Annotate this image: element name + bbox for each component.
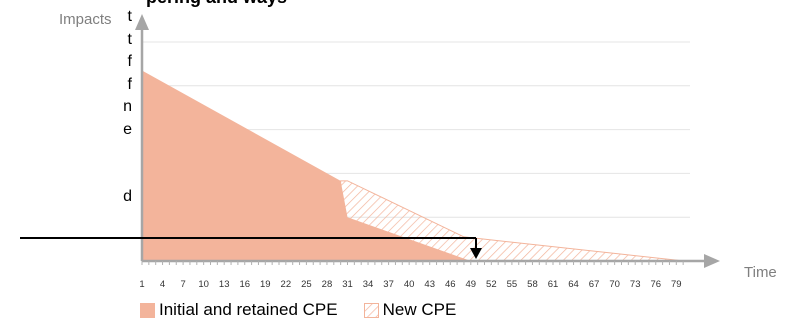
x-tick-label: 43	[424, 279, 435, 290]
x-tick-label: 49	[466, 279, 477, 290]
left-text-fragment: t	[127, 8, 132, 25]
legend-label: Initial and retained CPE	[159, 300, 338, 319]
chart-axes	[135, 14, 720, 268]
x-tick-label: 73	[630, 279, 641, 290]
legend-item-initial: Initial and retained CPE	[140, 300, 338, 320]
legend-swatch-hatched	[363, 302, 379, 318]
x-tick-label: 58	[527, 279, 538, 290]
legend-item-new: New CPE	[363, 300, 457, 320]
x-tick-label: 79	[671, 279, 682, 290]
chart-areas	[142, 70, 684, 262]
series-initial-retained-cpe	[142, 70, 471, 261]
x-tick-label: 76	[650, 279, 661, 290]
x-tick-labels: 1 4 7 10 13 16 19 22 25 28 31 34 37 40 43 46 49 52 55 58 61 6…	[139, 279, 681, 290]
x-tick-label: 22	[281, 279, 292, 290]
y-axis-arrowhead	[135, 14, 149, 30]
x-tick-label: 37	[383, 279, 394, 290]
x-tick-label: 10	[198, 279, 209, 290]
x-tick-label: 7	[180, 279, 185, 290]
x-axis-arrowhead	[704, 254, 720, 268]
annotation	[20, 237, 482, 259]
x-tick-label: 55	[507, 279, 518, 290]
annotation-arrowhead	[470, 248, 482, 259]
x-tick-label: 4	[160, 279, 165, 290]
x-tick-label: 46	[445, 279, 456, 290]
x-axis-label: Time	[744, 264, 777, 281]
x-tick-label: 52	[486, 279, 497, 290]
legend: Initial and retained CPE New CPE	[140, 300, 482, 320]
left-text-fragment: d	[123, 188, 132, 205]
left-fragment-column: t t f f n e d	[118, 6, 132, 209]
x-tick-label: 34	[363, 279, 374, 290]
x-tick-label: 61	[548, 279, 559, 290]
left-text-fragment: n	[123, 98, 132, 115]
x-tick-label: 19	[260, 279, 271, 290]
legend-swatch-solid	[140, 302, 155, 318]
x-tick-label: 13	[219, 279, 230, 290]
x-tick-label: 64	[568, 279, 579, 290]
left-text-fragment: f	[127, 75, 132, 93]
legend-label: New CPE	[382, 300, 457, 319]
axis-labels: Impacts Time	[59, 11, 777, 281]
left-text-fragment: t	[127, 30, 132, 48]
left-text-fragment: f	[127, 53, 132, 70]
title-fragment: pering and ways	[146, 0, 287, 8]
x-tick-label: 25	[301, 279, 312, 290]
x-tick-label: 70	[609, 279, 620, 290]
x-tick-label: 40	[404, 279, 415, 290]
x-tick-label: 67	[589, 279, 600, 290]
x-tick-label: 28	[322, 279, 333, 290]
x-tick-label: 16	[239, 279, 250, 290]
y-axis-label: Impacts	[59, 11, 112, 28]
x-tick-label: 1	[139, 279, 144, 290]
x-tick-label: 31	[342, 279, 353, 290]
chart: 1 4 7 10 13 16 19 22 25 28 31 34 37 40 43 46 49 52 55 58 61 6…	[20, 11, 777, 290]
left-text-fragment: e	[123, 120, 132, 138]
